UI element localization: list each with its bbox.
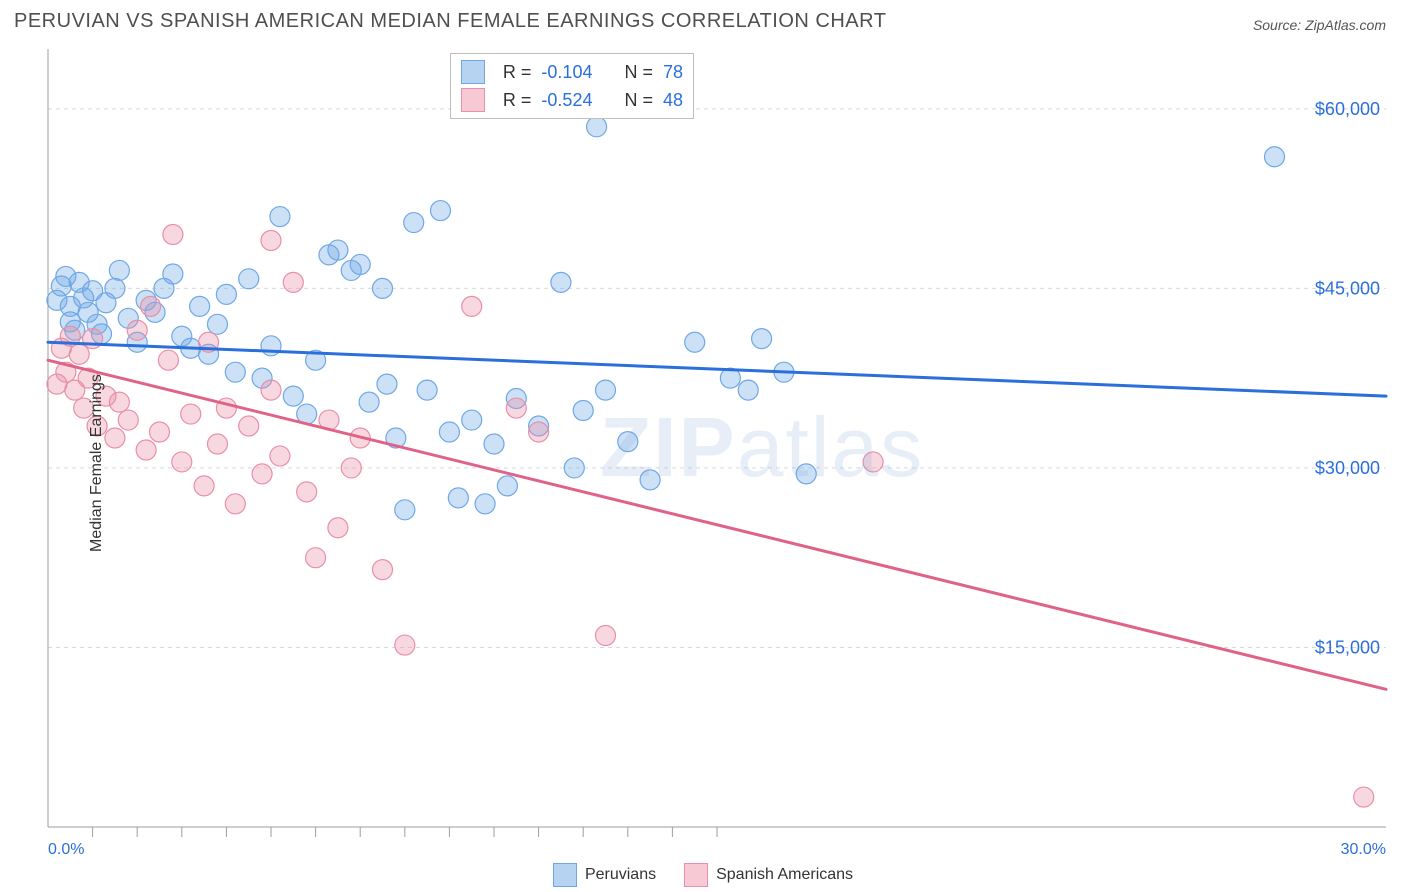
svg-text:$45,000: $45,000 [1315,278,1380,298]
legend-correlation-row: R =-0.104N =78 [459,58,685,86]
legend-item: Spanish Americans [684,863,853,887]
y-axis-label: Median Female Earnings [88,374,106,552]
x-max-label: 30.0% [1341,841,1386,859]
x-axis-end-labels: 0.0% 30.0% [48,841,1386,859]
legend-correlation-box: R =-0.104N =78R =-0.524N =48 [450,53,694,119]
svg-text:$60,000: $60,000 [1315,99,1380,119]
svg-text:$30,000: $30,000 [1315,458,1380,478]
legend-item: Peruvians [553,863,656,887]
legend-series: Peruvians Spanish Americans [0,863,1406,887]
svg-text:$15,000: $15,000 [1315,637,1380,657]
scatter-plot-svg: $15,000 $30,000 $45,000 $60,000 [0,39,1406,887]
x-min-label: 0.0% [48,841,84,859]
source-attribution: Source: ZipAtlas.com [1253,17,1386,33]
chart-container: Median Female Earnings $15,000 $30,000 $45… [0,39,1406,887]
chart-title: PERUVIAN VS SPANISH AMERICAN MEDIAN FEMA… [14,10,886,33]
legend-correlation-row: R =-0.524N =48 [459,86,685,114]
